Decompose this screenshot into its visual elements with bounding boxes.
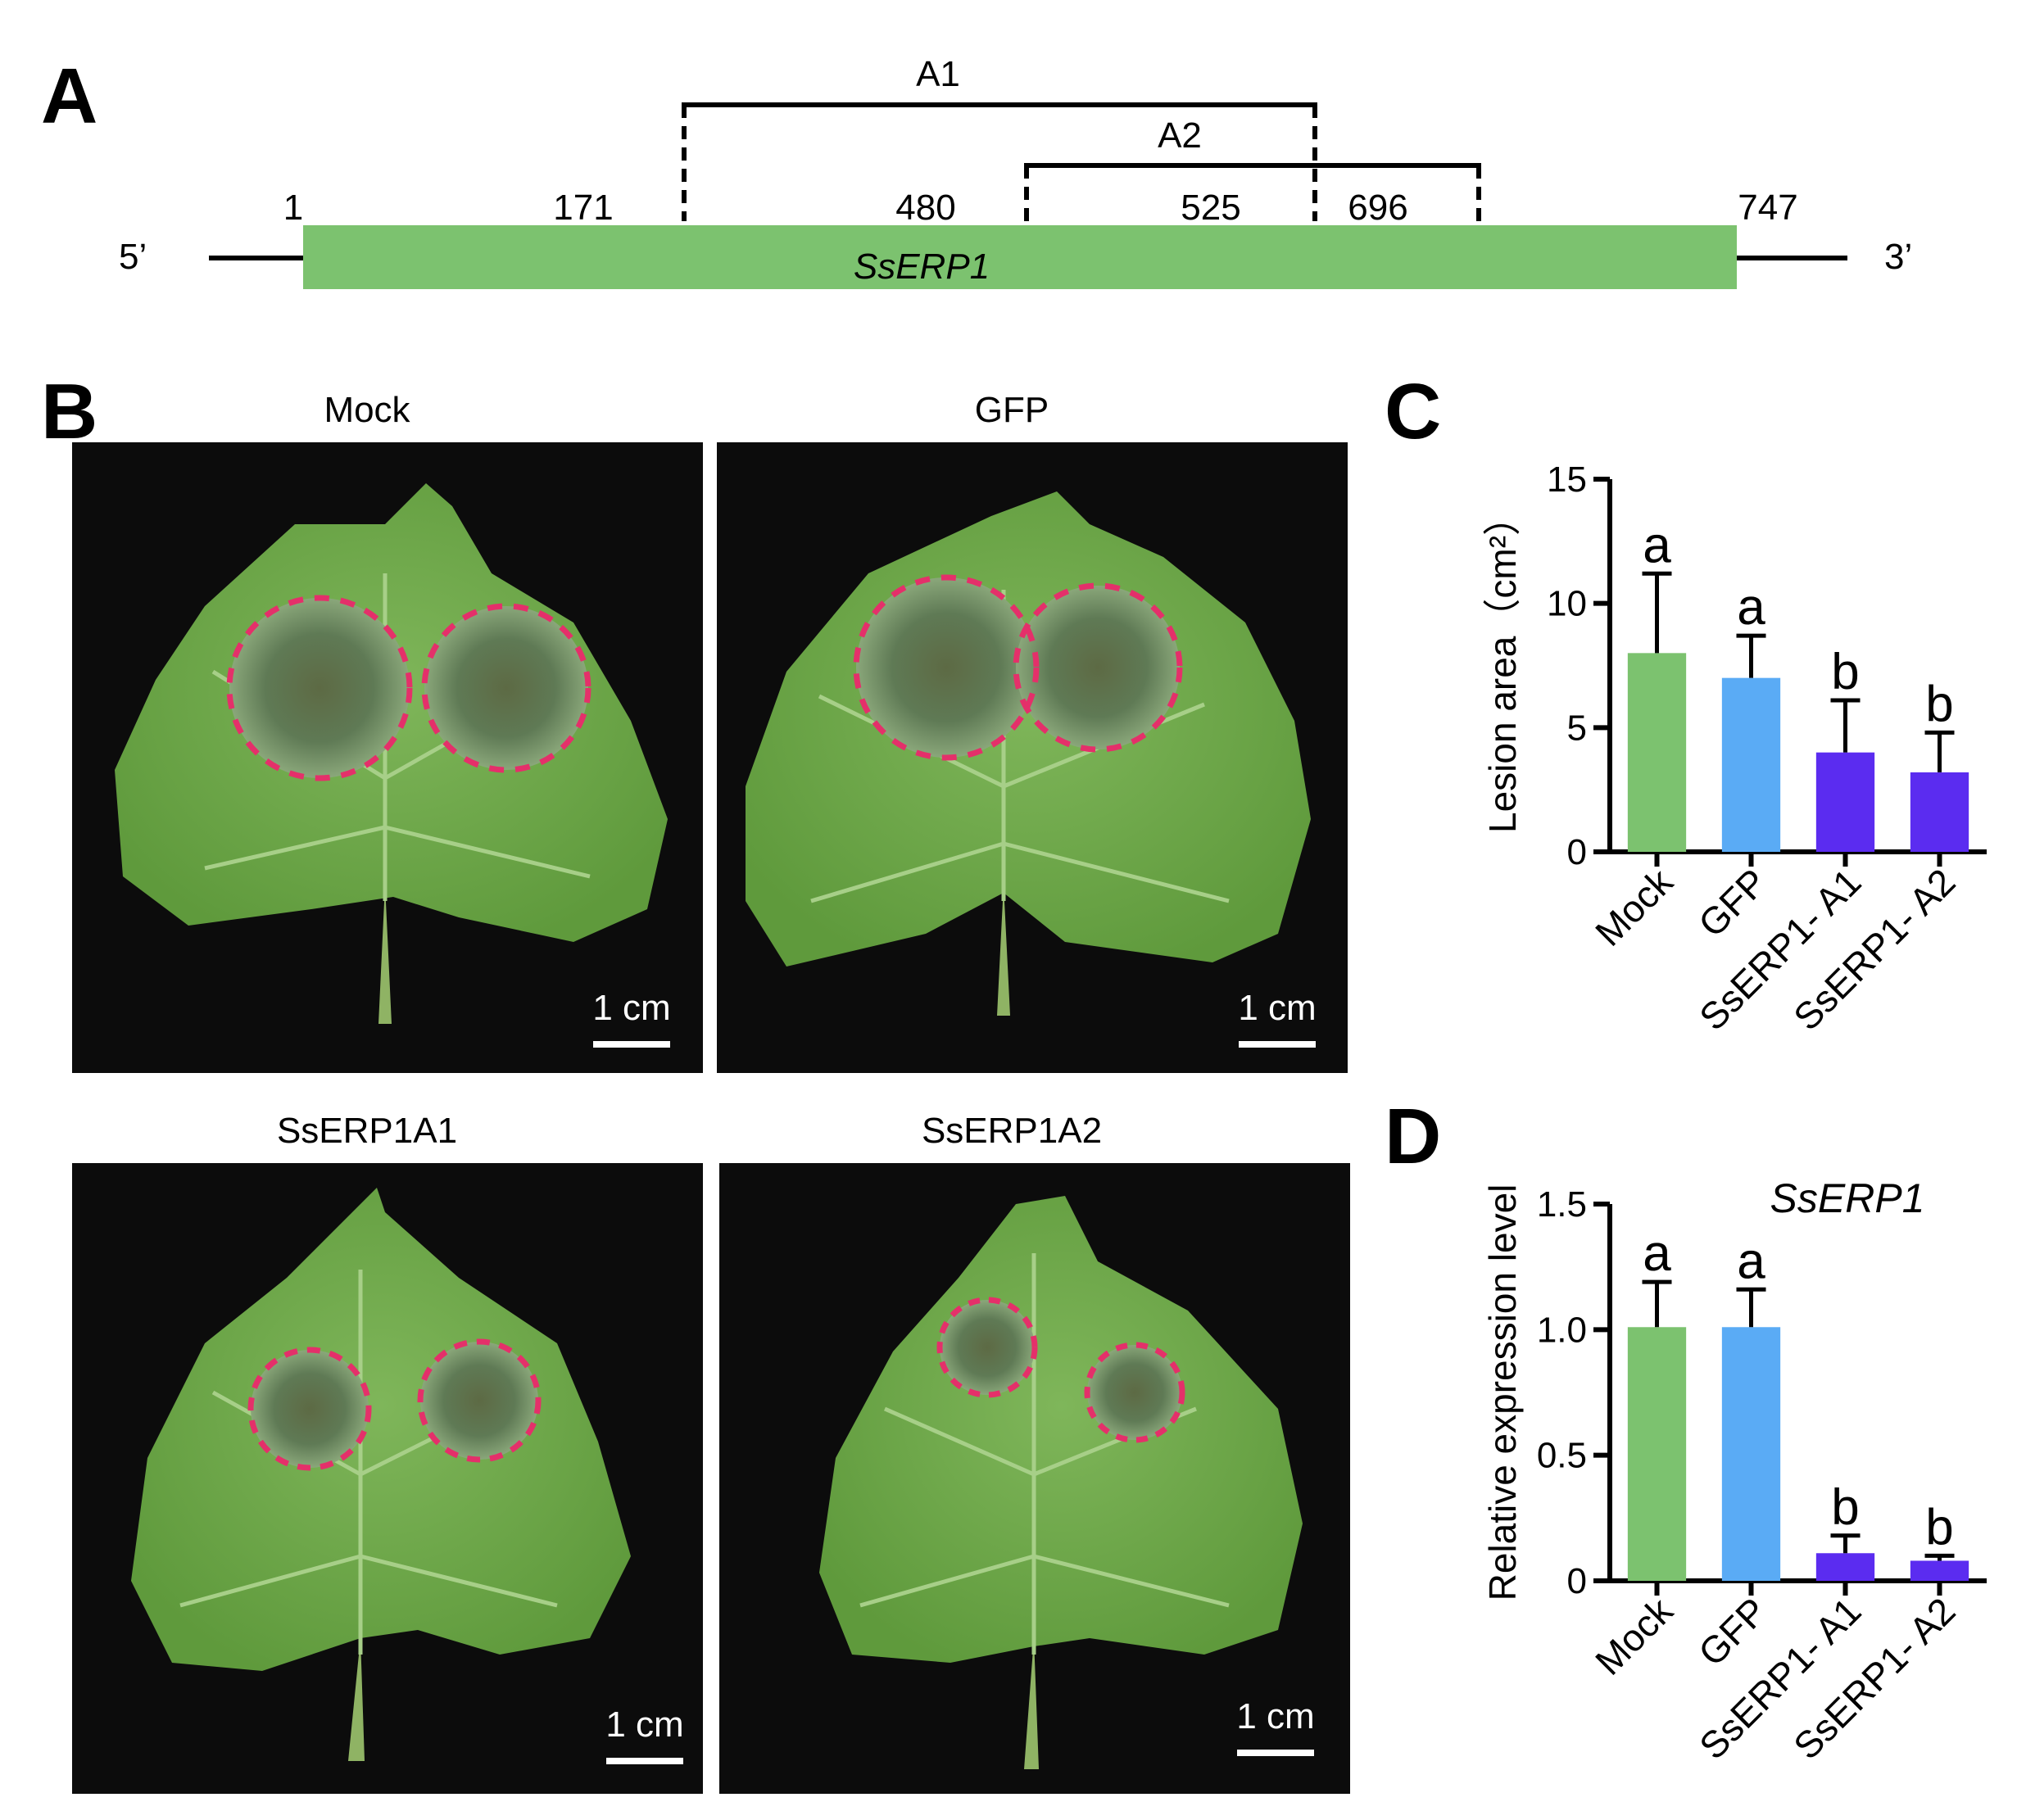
bar: [1815, 1553, 1875, 1581]
y-tick-label: 5: [1567, 708, 1587, 748]
y-axis-label: Lesion area（cm²）: [1481, 498, 1524, 833]
leaf-photo-sserp1a2: 1 cm: [719, 1163, 1350, 1794]
scale-label-mock: 1 cm: [592, 988, 670, 1028]
bar: [1815, 752, 1875, 852]
bar: [1721, 1327, 1781, 1581]
significance-label: a: [1643, 1225, 1671, 1282]
x-tick-label: Mock: [1587, 1589, 1681, 1683]
leaf-photo-gfp: 1 cm: [717, 442, 1348, 1073]
position-525: 525: [1181, 188, 1240, 228]
panel-letter-a: A: [41, 52, 97, 140]
scale-label-sserp1a2: 1 cm: [1236, 1696, 1314, 1736]
gene-label: SsERP1: [854, 247, 990, 287]
x-tick-label: Mock: [1587, 860, 1681, 954]
x-tick-label: GFP: [1690, 1589, 1775, 1674]
panel-letter-d: D: [1385, 1093, 1441, 1180]
bar: [1627, 653, 1687, 852]
three-prime-label: 3’: [1884, 237, 1912, 277]
photo-title-sserp1a2: SsERP1A2: [922, 1111, 1102, 1151]
fragment-a2-label: A2: [1158, 115, 1202, 156]
y-tick-label: 0: [1567, 1561, 1587, 1601]
y-tick-label: 0: [1567, 832, 1587, 872]
significance-label: b: [1831, 644, 1859, 700]
leaf-photo-mock: 1 cm: [72, 442, 703, 1073]
scale-label-gfp: 1 cm: [1238, 988, 1316, 1028]
significance-label: a: [1737, 579, 1765, 636]
position-171: 171: [553, 188, 613, 228]
significance-label: b: [1831, 1479, 1859, 1536]
x-tick-label: GFP: [1690, 860, 1775, 945]
y-tick-label: 10: [1547, 584, 1587, 624]
position-747: 747: [1738, 188, 1797, 228]
leaf-photo-sserp1a1: 1 cm: [72, 1163, 703, 1794]
position-1: 1: [283, 188, 303, 228]
significance-label: b: [1925, 1499, 1953, 1555]
bar: [1627, 1327, 1687, 1581]
panel-letter-c: C: [1385, 368, 1441, 455]
panel-b: B Mock GFP SsERP1A1 SsERP1A2 1 cm: [41, 368, 1350, 1794]
bar: [1721, 677, 1781, 852]
photo-title-gfp: GFP: [975, 390, 1049, 430]
significance-label: a: [1737, 1233, 1765, 1289]
bar: [1910, 1560, 1969, 1581]
bar: [1910, 772, 1969, 852]
position-480: 480: [895, 188, 955, 228]
y-tick-label: 1.0: [1537, 1310, 1587, 1350]
panel-letter-b: B: [41, 368, 97, 455]
position-696: 696: [1348, 188, 1407, 228]
photo-title-mock: Mock: [324, 390, 410, 430]
y-tick-label: 15: [1547, 460, 1587, 500]
y-axis-label: Relative expression level: [1481, 1184, 1524, 1601]
gene-box: [303, 225, 1737, 289]
y-tick-label: 1.5: [1537, 1184, 1587, 1225]
y-tick-label: 0.5: [1537, 1436, 1587, 1476]
fragment-a1-label: A1: [916, 54, 960, 94]
scale-label-sserp1a1: 1 cm: [605, 1705, 683, 1745]
panel-a: A 5’ 3’ SsERP1 1 171 480 525 696 747 A1 …: [41, 52, 1912, 289]
significance-label: a: [1643, 517, 1671, 573]
photo-title-sserp1a1: SsERP1A1: [277, 1111, 457, 1151]
five-prime-label: 5’: [119, 237, 147, 277]
chart-d: 0 0.5 1.0 1.5 Relative expression level SsERP…: [1481, 1175, 1987, 1768]
significance-label: b: [1925, 676, 1953, 732]
chart-title: SsERP1: [1770, 1175, 1925, 1221]
